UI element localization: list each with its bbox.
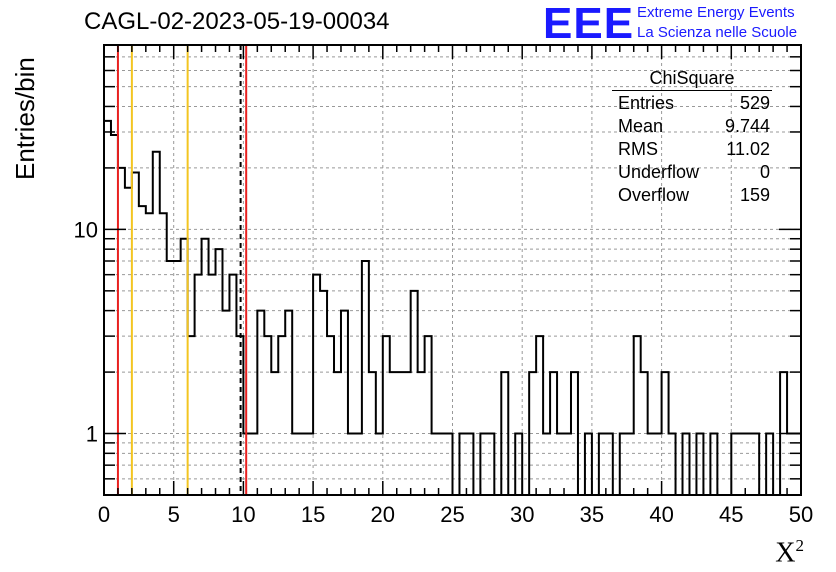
stats-value: 0 bbox=[759, 162, 770, 182]
stats-row: Overflow 159 bbox=[612, 184, 776, 207]
logo-line-2: La Scienza nelle Scuole bbox=[637, 24, 798, 41]
x-axis-label-base: X bbox=[775, 537, 796, 569]
stats-value: 9.744 bbox=[724, 116, 770, 136]
x-tick-label: 45 bbox=[719, 502, 743, 527]
x-tick-label: 15 bbox=[301, 502, 325, 527]
x-tick-label: 25 bbox=[440, 502, 464, 527]
x-axis-label-superscript: 2 bbox=[795, 536, 805, 555]
stats-row: RMS 11.02 bbox=[612, 138, 776, 161]
stats-row: Mean 9.744 bbox=[612, 115, 776, 138]
x-tick-label: 10 bbox=[231, 502, 255, 527]
x-tick-label: 30 bbox=[510, 502, 534, 527]
logo-caption: Extreme Energy Events La Scienza nelle S… bbox=[637, 3, 797, 43]
histogram-line bbox=[104, 119, 801, 495]
stats-row: Underflow 0 bbox=[612, 161, 776, 184]
stats-label: Entries bbox=[618, 93, 675, 113]
logo-line-1: Extreme Energy Events bbox=[637, 4, 795, 21]
x-tick-label: 35 bbox=[580, 502, 604, 527]
stats-label: Underflow bbox=[618, 162, 700, 182]
chart-title: CAGL-02-2023-05-19-00034 bbox=[84, 8, 390, 35]
stats-value: 159 bbox=[739, 185, 770, 205]
x-tick-label: 5 bbox=[168, 502, 180, 527]
stats-row: Entries 529 bbox=[612, 92, 776, 115]
x-tick-label: 50 bbox=[789, 502, 813, 527]
stats-label: RMS bbox=[618, 139, 658, 159]
stats-box: ChiSquare Entries 529 Mean 9.744 RMS 11.… bbox=[612, 68, 776, 207]
stats-title: ChiSquare bbox=[612, 68, 772, 91]
stats-value: 11.02 bbox=[726, 139, 770, 159]
x-tick-label: 40 bbox=[649, 502, 673, 527]
x-tick-label: 0 bbox=[98, 502, 110, 527]
x-axis-label: X2 bbox=[775, 536, 804, 569]
y-tick-label: 10 bbox=[74, 217, 98, 242]
x-tick-label: 20 bbox=[371, 502, 395, 527]
stats-label: Overflow bbox=[618, 185, 690, 205]
y-tick-label: 1 bbox=[86, 422, 98, 447]
stats-label: Mean bbox=[618, 116, 664, 136]
eee-logo: EEE bbox=[543, 0, 635, 48]
stats-value: 529 bbox=[739, 93, 770, 113]
